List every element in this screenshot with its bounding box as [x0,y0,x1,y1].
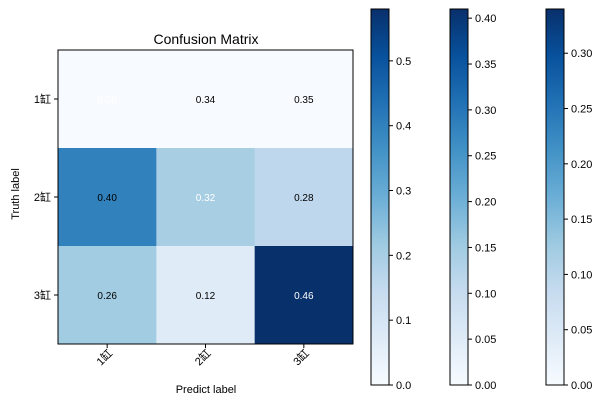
colorbar-3: 0.00 0.05 0.10 0.15 0.20 0.25 0.30 [545,8,592,392]
y-tick-label: 2缸 [34,190,51,204]
colorbar-tick-label: 0.10 [571,269,592,281]
x-tick-label: 3缸 [290,346,312,368]
colorbar-tick-label: 0.30 [475,105,496,117]
y-tick-label: 1缸 [34,92,51,106]
heatmap-cell [254,148,354,247]
cell-value-label: 0.40 [97,193,117,204]
colorbar-tick-label: 0.3 [396,186,411,198]
cell-value-label: 0.46 [294,291,314,302]
colorbar-tick-label: 0.25 [571,104,592,116]
cell-value-label: 0.32 [196,193,216,204]
cell-value-label: 0.26 [97,291,117,302]
colorbar-tick-label: 0.10 [475,288,496,300]
heatmap-cell [58,50,157,149]
cell-value-label: 0.00 [97,95,117,106]
y-axis-label: Truth label [10,168,22,220]
cell-value-label: 0.34 [196,95,216,106]
colorbar-tick-label: 0.2 [396,250,411,262]
colorbar-tick-label: 0.05 [475,334,496,346]
cell-value-label: 0.35 [294,95,314,106]
x-axis-label: Predict label [176,384,237,396]
colorbars: 0.00.10.20.30.40.50.000.050.100.150.200.… [370,8,592,392]
colorbar-tick-label: 0.25 [475,151,496,163]
heatmap-cells: 0.00 0.34 0.35 0.40 0.32 0.28 0.26 0.12 0.46 [58,50,354,345]
colorbar-tick-label: 0.15 [475,242,496,254]
colorbar-gradient [449,8,469,386]
colorbar-tick-label: 0.35 [475,59,496,71]
y-axis: 1缸 2缸 3缸 [34,92,58,302]
colorbar-tick-label: 0.15 [571,214,592,226]
colorbar-gradient [545,8,565,386]
colorbar-1: 0.0 0.1 0.2 0.3 0.4 0.5 [370,8,411,392]
colorbar-tick-label: 0.5 [396,56,411,68]
colorbar-tick-label: 0.30 [571,48,592,60]
colorbar-tick-label: 0.00 [571,380,592,392]
colorbar-tick-label: 0.1 [396,315,411,327]
chart-title: Confusion Matrix [153,31,258,47]
x-tick-label: 1缸 [93,346,115,368]
heatmap-cell [156,148,256,247]
heatmap-cell [156,50,256,149]
heatmap-cell [254,50,354,149]
heatmap-cell [156,246,256,345]
colorbar-tick-label: 0.4 [396,121,411,133]
colorbar-2: 0.00 0.05 0.10 0.15 0.20 0.25 0.30 0.35 0.40 [449,8,496,392]
colorbar-tick-label: 0.20 [571,159,592,171]
cell-value-label: 0.28 [294,193,314,204]
heatmap-cell [254,246,354,345]
colorbar-tick-label: 0.20 [475,197,496,209]
x-axis: 1缸 2缸 3缸 [93,344,312,368]
colorbar-gradient [370,8,390,386]
colorbar-tick-label: 0.0 [396,380,411,392]
colorbar-tick-label: 0.00 [475,380,496,392]
heatmap-cell [58,148,157,247]
colorbar-tick-label: 0.40 [475,13,496,25]
x-tick-label: 2缸 [192,346,214,368]
heatmap-cell [58,246,157,345]
cell-value-label: 0.12 [196,291,216,302]
y-tick-label: 3缸 [34,288,51,302]
colorbar-tick-label: 0.05 [571,325,592,337]
